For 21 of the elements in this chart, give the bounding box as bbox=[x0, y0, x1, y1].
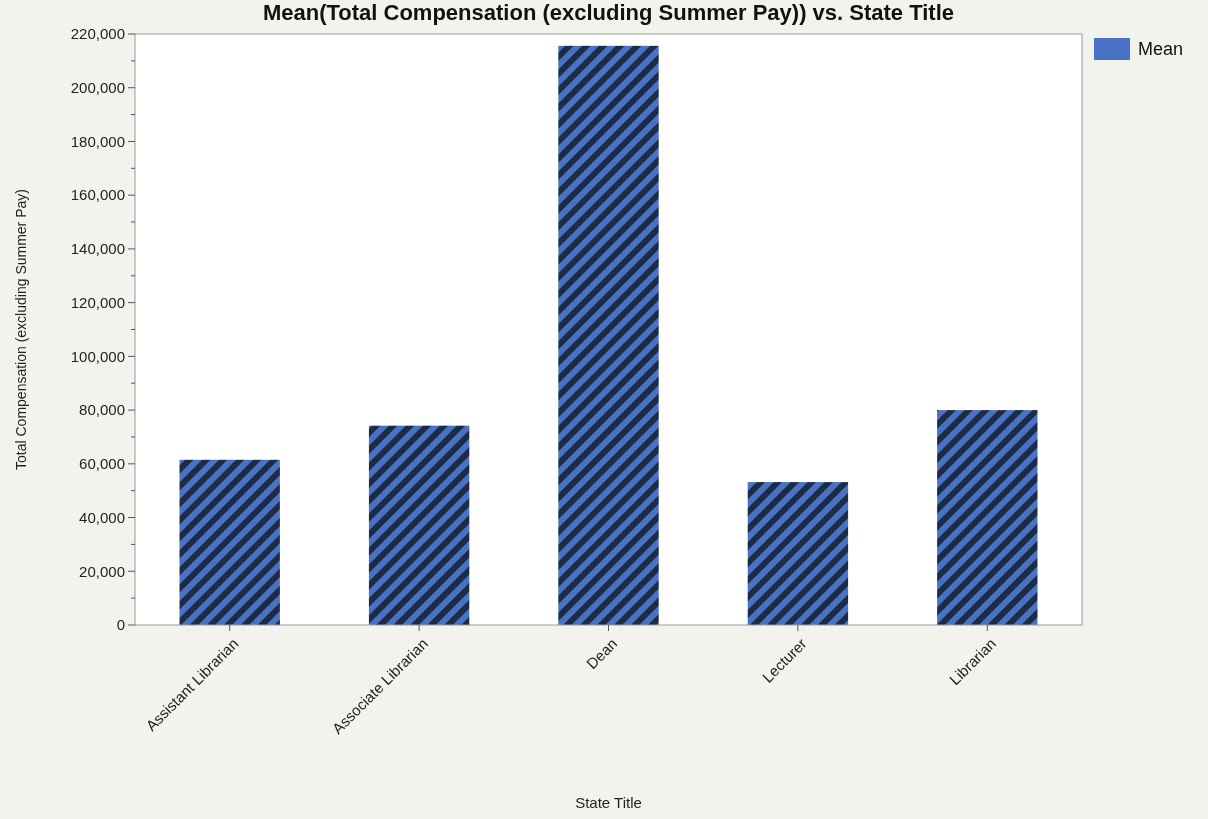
y-tick-label: 160,000 bbox=[70, 186, 125, 204]
y-tick-label: 80,000 bbox=[79, 401, 125, 419]
chart-title: Mean(Total Compensation (excluding Summer Pay)) vs. State Title bbox=[262, 0, 955, 25]
y-tick-label: 60,000 bbox=[79, 455, 125, 473]
y-tick-label: 140,000 bbox=[70, 240, 125, 258]
bar bbox=[747, 482, 849, 625]
y-tick-label: 100,000 bbox=[70, 347, 125, 365]
y-tick-label: 180,000 bbox=[70, 132, 125, 150]
y-tick-label: 120,000 bbox=[70, 293, 125, 311]
y-tick-label: 20,000 bbox=[79, 562, 125, 580]
y-tick-label: 200,000 bbox=[70, 78, 125, 96]
y-tick-label: 220,000 bbox=[70, 25, 125, 43]
y-axis-title: Total Compensation (excluding Summer Pay) bbox=[13, 189, 29, 470]
y-tick-label: 0 bbox=[116, 616, 125, 634]
bar bbox=[179, 459, 280, 625]
bar bbox=[368, 425, 470, 625]
y-tick-label: 40,000 bbox=[79, 508, 125, 526]
text: Mean bbox=[1138, 39, 1184, 60]
bar bbox=[558, 45, 659, 625]
bar bbox=[937, 410, 1038, 625]
x-axis-title: State Title bbox=[575, 794, 642, 811]
